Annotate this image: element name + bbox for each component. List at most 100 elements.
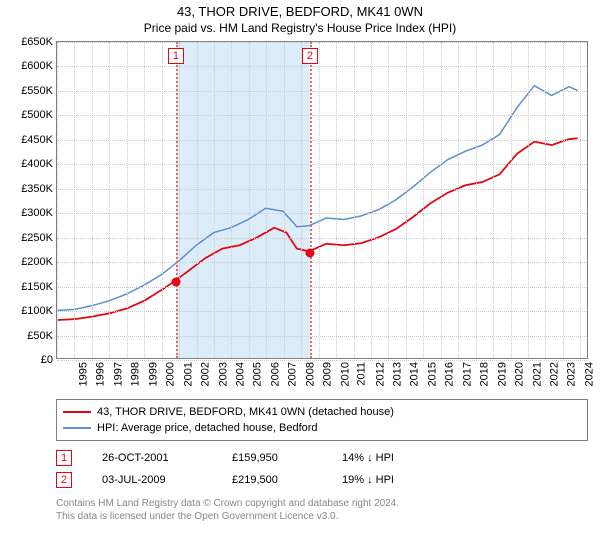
x-tick-label: 1998 xyxy=(130,362,142,386)
x-tick-label: 2000 xyxy=(165,362,177,386)
footer-line-1: Contains HM Land Registry data © Crown c… xyxy=(56,497,588,510)
gridline-v xyxy=(92,42,93,358)
legend-label: HPI: Average price, detached house, Bedf… xyxy=(97,422,318,434)
y-tick-label: £500K xyxy=(21,109,53,121)
y-tick-label: £650K xyxy=(21,36,53,48)
legend-row: HPI: Average price, detached house, Bedf… xyxy=(63,420,581,436)
gridline-v xyxy=(109,42,110,358)
gridline-h xyxy=(57,360,587,361)
gridline-v xyxy=(336,42,337,358)
event-row-date: 03-JUL-2009 xyxy=(102,474,202,486)
legend-swatch xyxy=(63,427,91,429)
legend-swatch xyxy=(63,411,91,413)
event-line xyxy=(176,42,178,358)
y-tick-label: £250K xyxy=(21,232,53,244)
x-tick-label: 2014 xyxy=(409,362,421,386)
x-axis: 1995199619971998199920002001200220032004… xyxy=(57,358,587,398)
page-subtitle: Price paid vs. HM Land Registry's House … xyxy=(0,21,600,35)
gridline-v xyxy=(545,42,546,358)
gridline-h xyxy=(57,42,587,43)
y-tick-label: £450K xyxy=(21,134,53,146)
page-title: 43, THOR DRIVE, BEDFORD, MK41 0WN xyxy=(0,0,600,19)
event-row-delta: 19% ↓ HPI xyxy=(342,474,394,486)
gridline-h xyxy=(57,213,587,214)
gridline-v xyxy=(423,42,424,358)
event-row-flag: 2 xyxy=(56,472,72,488)
gridline-v xyxy=(57,42,58,358)
x-tick-label: 2021 xyxy=(531,362,543,386)
gridline-v xyxy=(511,42,512,358)
gridline-v xyxy=(74,42,75,358)
x-tick-label: 1999 xyxy=(147,362,159,386)
x-tick-label: 2012 xyxy=(374,362,386,386)
y-tick-label: £300K xyxy=(21,207,53,219)
gridline-v xyxy=(144,42,145,358)
event-row-delta: 14% ↓ HPI xyxy=(342,452,394,464)
footer-line-2: This data is licensed under the Open Gov… xyxy=(56,510,588,523)
event-row-flag: 1 xyxy=(56,450,72,466)
gridline-h xyxy=(57,140,587,141)
x-tick-label: 2010 xyxy=(339,362,351,386)
event-dot xyxy=(171,277,180,286)
y-tick-label: £550K xyxy=(21,85,53,97)
y-tick-label: £100K xyxy=(21,305,53,317)
x-tick-label: 2002 xyxy=(200,362,212,386)
plot: £0£50K£100K£150K£200K£250K£300K£350K£400… xyxy=(56,41,588,359)
x-tick-label: 2019 xyxy=(496,362,508,386)
gridline-h xyxy=(57,336,587,337)
gridline-h xyxy=(57,311,587,312)
gridline-h xyxy=(57,189,587,190)
gridline-h xyxy=(57,238,587,239)
event-row-date: 26-OCT-2001 xyxy=(102,452,202,464)
legend-row: 43, THOR DRIVE, BEDFORD, MK41 0WN (detac… xyxy=(63,404,581,420)
event-row-price: £159,950 xyxy=(232,452,312,464)
x-tick-label: 2013 xyxy=(391,362,403,386)
x-tick-label: 1996 xyxy=(95,362,107,386)
event-row: 1 26-OCT-2001 £159,950 14% ↓ HPI xyxy=(56,447,588,469)
x-tick-label: 2020 xyxy=(514,362,526,386)
event-row: 2 03-JUL-2009 £219,500 19% ↓ HPI xyxy=(56,469,588,491)
x-tick-label: 2001 xyxy=(182,362,194,386)
x-tick-label: 1997 xyxy=(112,362,124,386)
x-tick-label: 2003 xyxy=(217,362,229,386)
x-tick-label: 2023 xyxy=(566,362,578,386)
y-tick-label: £0 xyxy=(41,354,53,366)
x-tick-label: 1995 xyxy=(77,362,89,386)
gridline-h xyxy=(57,164,587,165)
event-flag: 2 xyxy=(302,48,318,64)
gridline-v xyxy=(476,42,477,358)
x-tick-label: 2007 xyxy=(287,362,299,386)
legend: 43, THOR DRIVE, BEDFORD, MK41 0WN (detac… xyxy=(56,399,588,441)
event-line xyxy=(310,42,312,358)
gridline-v xyxy=(458,42,459,358)
gridline-v xyxy=(197,42,198,358)
x-tick-label: 2018 xyxy=(479,362,491,386)
gridline-v xyxy=(406,42,407,358)
x-tick-label: 2016 xyxy=(444,362,456,386)
gridline-v xyxy=(354,42,355,358)
gridline-v xyxy=(441,42,442,358)
x-tick-label: 2008 xyxy=(304,362,316,386)
gridline-v xyxy=(249,42,250,358)
gridline-v xyxy=(371,42,372,358)
gridline-v xyxy=(563,42,564,358)
event-flag: 1 xyxy=(168,48,184,64)
x-tick-label: 2006 xyxy=(269,362,281,386)
gridline-h xyxy=(57,115,587,116)
x-tick-label: 2017 xyxy=(461,362,473,386)
gridline-v xyxy=(301,42,302,358)
gridline-v xyxy=(179,42,180,358)
footer: Contains HM Land Registry data © Crown c… xyxy=(56,497,588,523)
y-tick-label: £400K xyxy=(21,158,53,170)
gridline-v xyxy=(214,42,215,358)
gridline-h xyxy=(57,262,587,263)
x-tick-label: 2024 xyxy=(583,362,595,386)
y-tick-label: £50K xyxy=(27,330,53,342)
y-tick-label: £200K xyxy=(21,256,53,268)
y-tick-label: £350K xyxy=(21,183,53,195)
chart-area: £0£50K£100K£150K£200K£250K£300K£350K£400… xyxy=(56,41,588,359)
gridline-v xyxy=(266,42,267,358)
gridline-v xyxy=(493,42,494,358)
gridline-h xyxy=(57,91,587,92)
event-row-price: £219,500 xyxy=(232,474,312,486)
